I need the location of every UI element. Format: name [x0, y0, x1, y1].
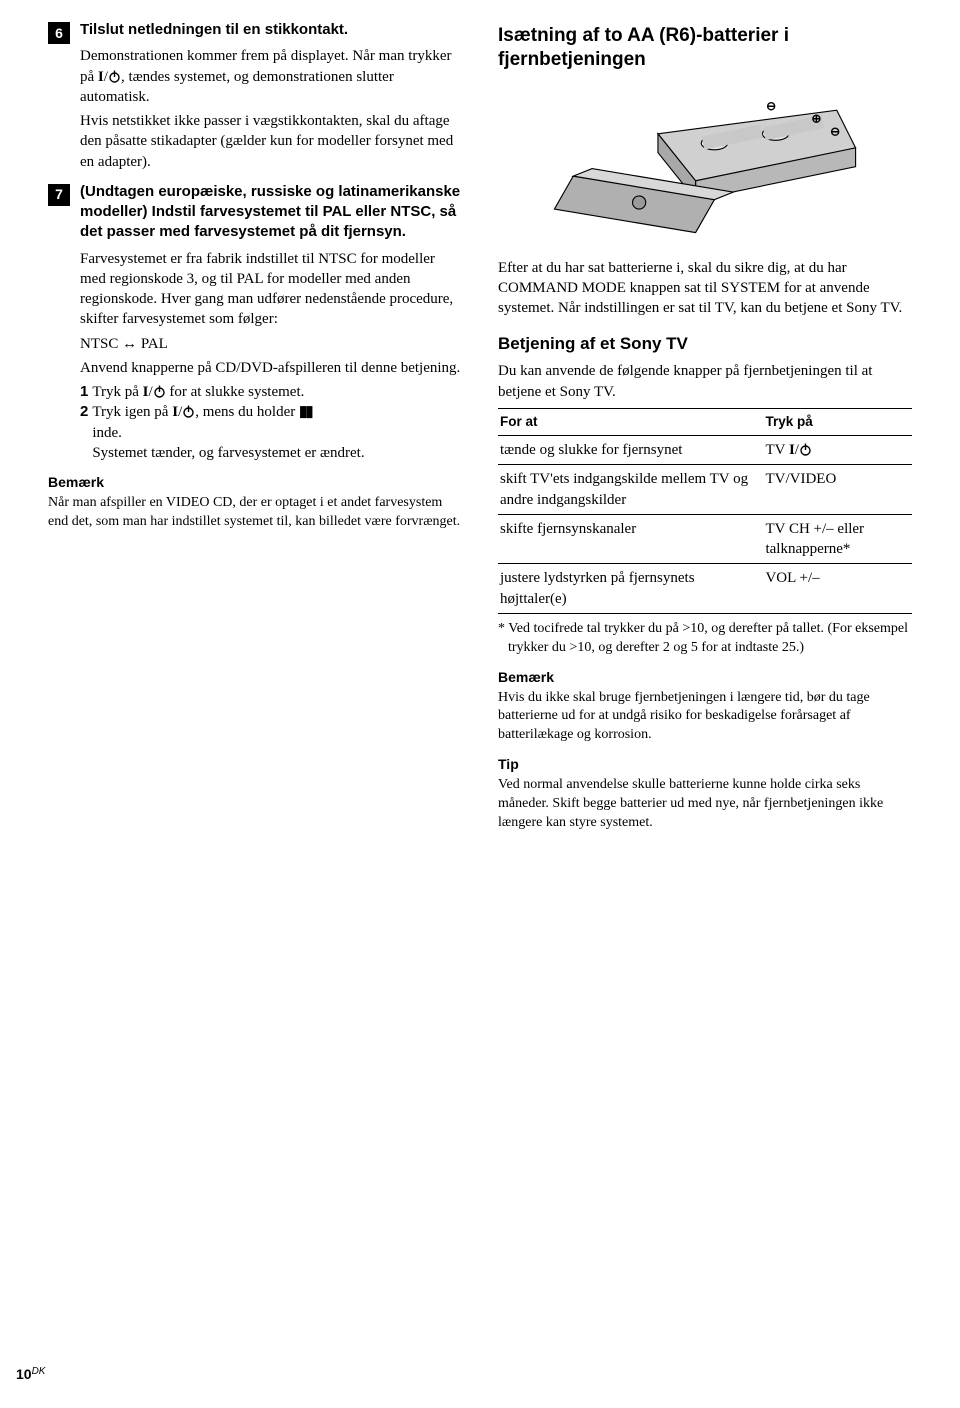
note2-text: Hvis du ikke skal bruge fjernbetjeningen… — [498, 689, 912, 746]
after-illus-text: Efter at du har sat batterierne i, skal … — [498, 258, 912, 319]
table-cell: VOL +/– — [763, 564, 912, 614]
page-number-value: 10 — [16, 1366, 32, 1382]
table-cell: TV I/ — [763, 436, 912, 465]
substep-1-num: 1 — [80, 382, 88, 402]
table-cell: skift TV'ets indgangskilde mellem TV og … — [498, 465, 763, 515]
note2-label: Bemærk — [498, 668, 912, 687]
control-table: For at Tryk på tænde og slukke for fjern… — [498, 408, 912, 614]
step-7-paragraph-2: Anvend knapperne på CD/DVD-afspilleren t… — [80, 358, 462, 378]
table-cell: TV/VIDEO — [763, 465, 912, 515]
svg-text:⊕: ⊕ — [811, 111, 821, 125]
ntsc-pal-toggle: NTSC ↔ PAL — [80, 334, 462, 354]
table-row: justere lydstyrken på fjernsynets højtta… — [498, 564, 912, 614]
step-6: 6 Tilslut netledningen til en stikkontak… — [48, 20, 462, 176]
table-row: tænde og slukke for fjernsynet TV I/ — [498, 436, 912, 465]
substep-2-b: , mens du holder — [195, 404, 299, 420]
note-label: Bemærk — [48, 473, 462, 492]
sony-tv-heading: Betjening af et Sony TV — [498, 333, 912, 356]
battery-heading: Isætning af to AA (R6)-batterier i fjern… — [498, 24, 912, 72]
step-6-paragraph-2: Hvis netstikket ikke passer i vægstikkon… — [80, 111, 462, 172]
page-number: 10DK — [16, 1365, 45, 1384]
table-cell: TV CH +/– eller talknapperne* — [763, 514, 912, 564]
substep-1: 1 Tryk på I/ for at slukke systemet. — [80, 382, 462, 402]
power-button-glyph: I/ — [143, 384, 166, 400]
table-cell: tænde og slukke for fjernsynet — [498, 436, 763, 465]
power-button-glyph: I/ — [98, 69, 121, 85]
step-6-p1b: , tændes systemet, og demonstrationen sl… — [80, 69, 394, 105]
step-7: 7 (Undtagen europæiske, russiske og lati… — [48, 182, 462, 463]
step-7-paragraph-1: Farvesystemet er fra fabrik indstillet t… — [80, 249, 462, 330]
step-6-paragraph-1: Demonstrationen kommer frem på displayet… — [80, 46, 462, 107]
substep-2-d: Systemet tænder, og farvesystemet er ænd… — [92, 443, 364, 463]
substep-2-a: Tryk igen på — [92, 404, 172, 420]
substep-2-c: inde. — [92, 423, 364, 443]
step-7-title: (Undtagen europæiske, russiske og latina… — [80, 182, 462, 243]
step-number-7: 7 — [48, 184, 70, 206]
substep-1-a: Tryk på — [92, 384, 142, 400]
table-header-press: Tryk på — [763, 408, 912, 435]
power-button-glyph: I/ — [172, 404, 195, 420]
tip-label: Tip — [498, 755, 912, 774]
step-6-title: Tilslut netledningen til en stikkontakt. — [80, 20, 462, 40]
table-footnote: * Ved tocifrede tal trykker du på >10, o… — [498, 620, 912, 658]
note-text: Når man afspiller en VIDEO CD, der er op… — [48, 494, 462, 532]
svg-text:⊖: ⊖ — [766, 99, 776, 113]
left-column: 6 Tilslut netledningen til en stikkontak… — [48, 20, 462, 833]
table-row: skifte fjernsynskanaler TV CH +/– eller … — [498, 514, 912, 564]
table-cell: skifte fjernsynskanaler — [498, 514, 763, 564]
left-note: Bemærk Når man afspiller en VIDEO CD, de… — [48, 473, 462, 532]
page-suffix: DK — [32, 1366, 46, 1377]
svg-text:⊖: ⊖ — [830, 124, 840, 138]
table-header-for: For at — [498, 408, 763, 435]
substep-1-b: for at slukke systemet. — [166, 384, 305, 400]
substep-2: 2 Tryk igen på I/, mens du holder ▮▮ ind… — [80, 402, 462, 463]
pause-icon: ▮▮ — [299, 404, 312, 420]
battery-illustration: ⊖ ⊕ ⊖ — [498, 82, 912, 242]
right-column: Isætning af to AA (R6)-batterier i fjern… — [498, 20, 912, 833]
table-row: skift TV'ets indgangskilde mellem TV og … — [498, 465, 912, 515]
power-button-glyph: I/ — [789, 442, 812, 458]
sony-tv-intro: Du kan anvende de følgende knapper på fj… — [498, 361, 912, 402]
tip-text: Ved normal anvendelse skulle batterierne… — [498, 776, 912, 833]
step-number-6: 6 — [48, 22, 70, 44]
substep-2-num: 2 — [80, 402, 88, 463]
table-cell: justere lydstyrken på fjernsynets højtta… — [498, 564, 763, 614]
